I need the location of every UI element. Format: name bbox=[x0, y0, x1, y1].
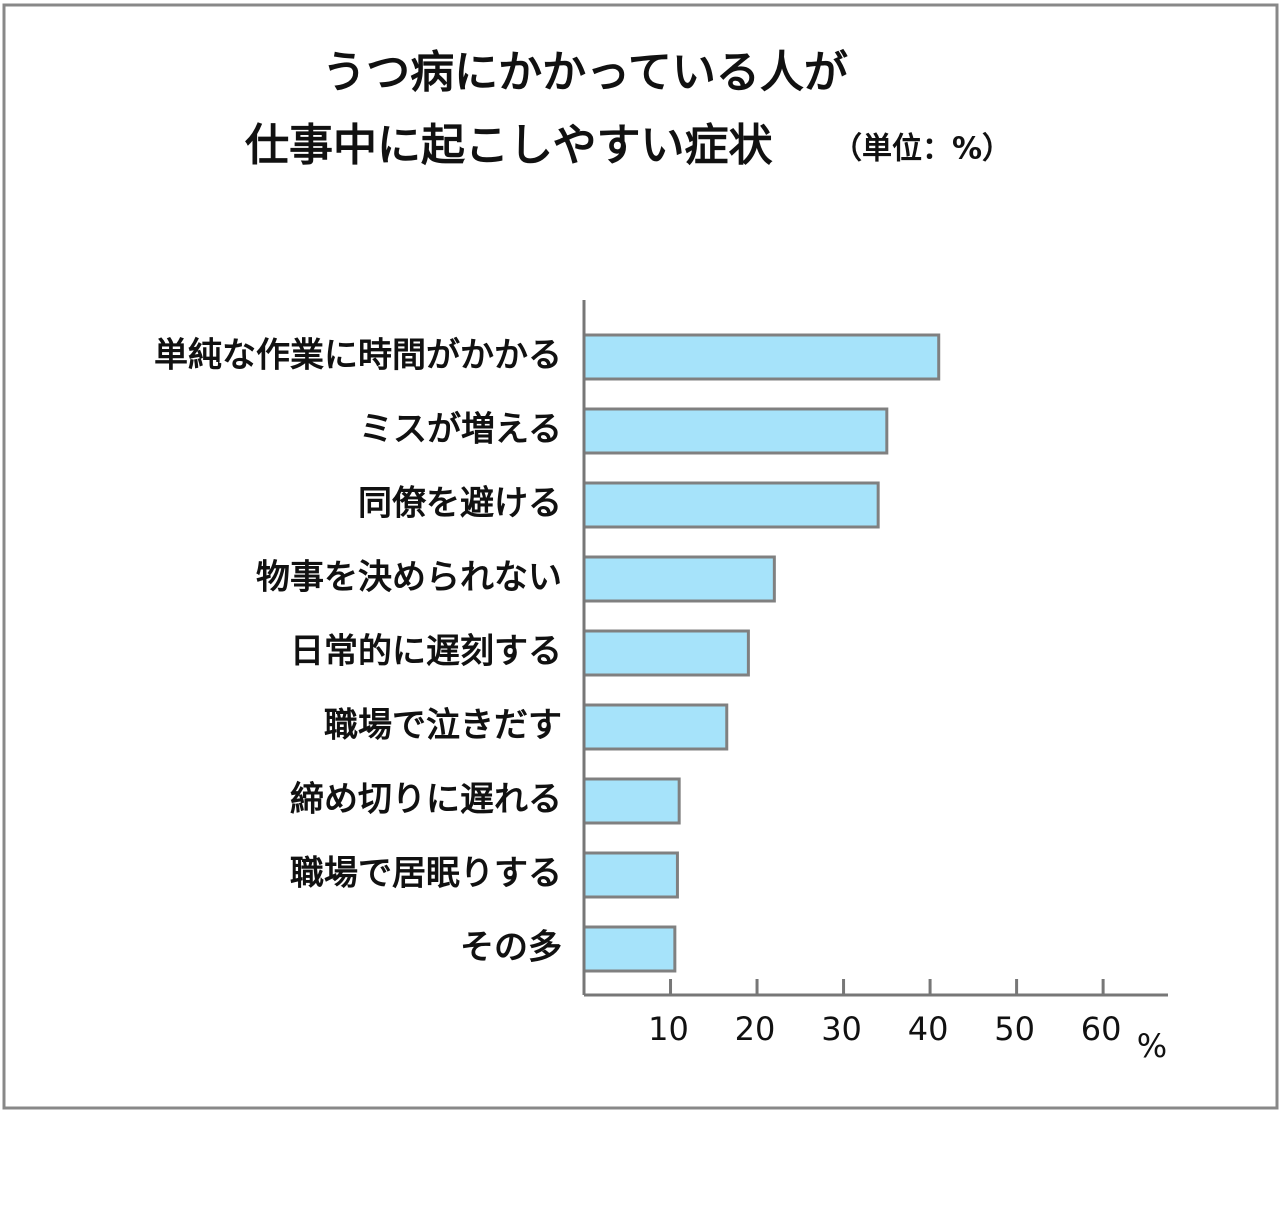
x-tick-label: 10 bbox=[648, 1010, 689, 1048]
x-tick-label: 20 bbox=[735, 1010, 776, 1048]
y-tick-label: 単純な作業に時間がかかる bbox=[154, 336, 562, 376]
y-tick-label: 同僚を避ける bbox=[358, 484, 562, 524]
bar bbox=[582, 481, 880, 529]
y-tick-label: 締め切りに遅れる bbox=[290, 780, 562, 820]
chart-title: 仕事中に起こしやすい症状 bbox=[245, 120, 774, 171]
bar bbox=[582, 851, 679, 899]
x-tick-label: 50 bbox=[994, 1010, 1035, 1048]
y-tick-label: その多 bbox=[460, 928, 562, 968]
bar bbox=[582, 703, 729, 751]
bar bbox=[582, 925, 677, 973]
bar bbox=[582, 333, 941, 381]
y-tick-label: 職場で居眠りする bbox=[290, 854, 562, 894]
chart-subtitle: （単位：%） bbox=[832, 132, 1012, 167]
chart-title: うつ病にかかっている人が bbox=[322, 47, 848, 98]
bar bbox=[582, 407, 889, 455]
x-tick-label: 30 bbox=[821, 1010, 862, 1048]
x-unit-label: % bbox=[1137, 1027, 1167, 1065]
x-tick-label: 40 bbox=[908, 1010, 949, 1048]
y-tick-label: ミスが増える bbox=[359, 410, 562, 450]
y-tick-label: 日常的に遅刻する bbox=[290, 632, 562, 672]
bar bbox=[582, 777, 681, 825]
y-tick-label: 物事を決められない bbox=[256, 558, 562, 598]
x-tick-label: 60 bbox=[1081, 1010, 1122, 1048]
bar bbox=[582, 629, 750, 677]
bar bbox=[582, 555, 776, 603]
y-tick-label: 職場で泣きだす bbox=[324, 706, 562, 746]
